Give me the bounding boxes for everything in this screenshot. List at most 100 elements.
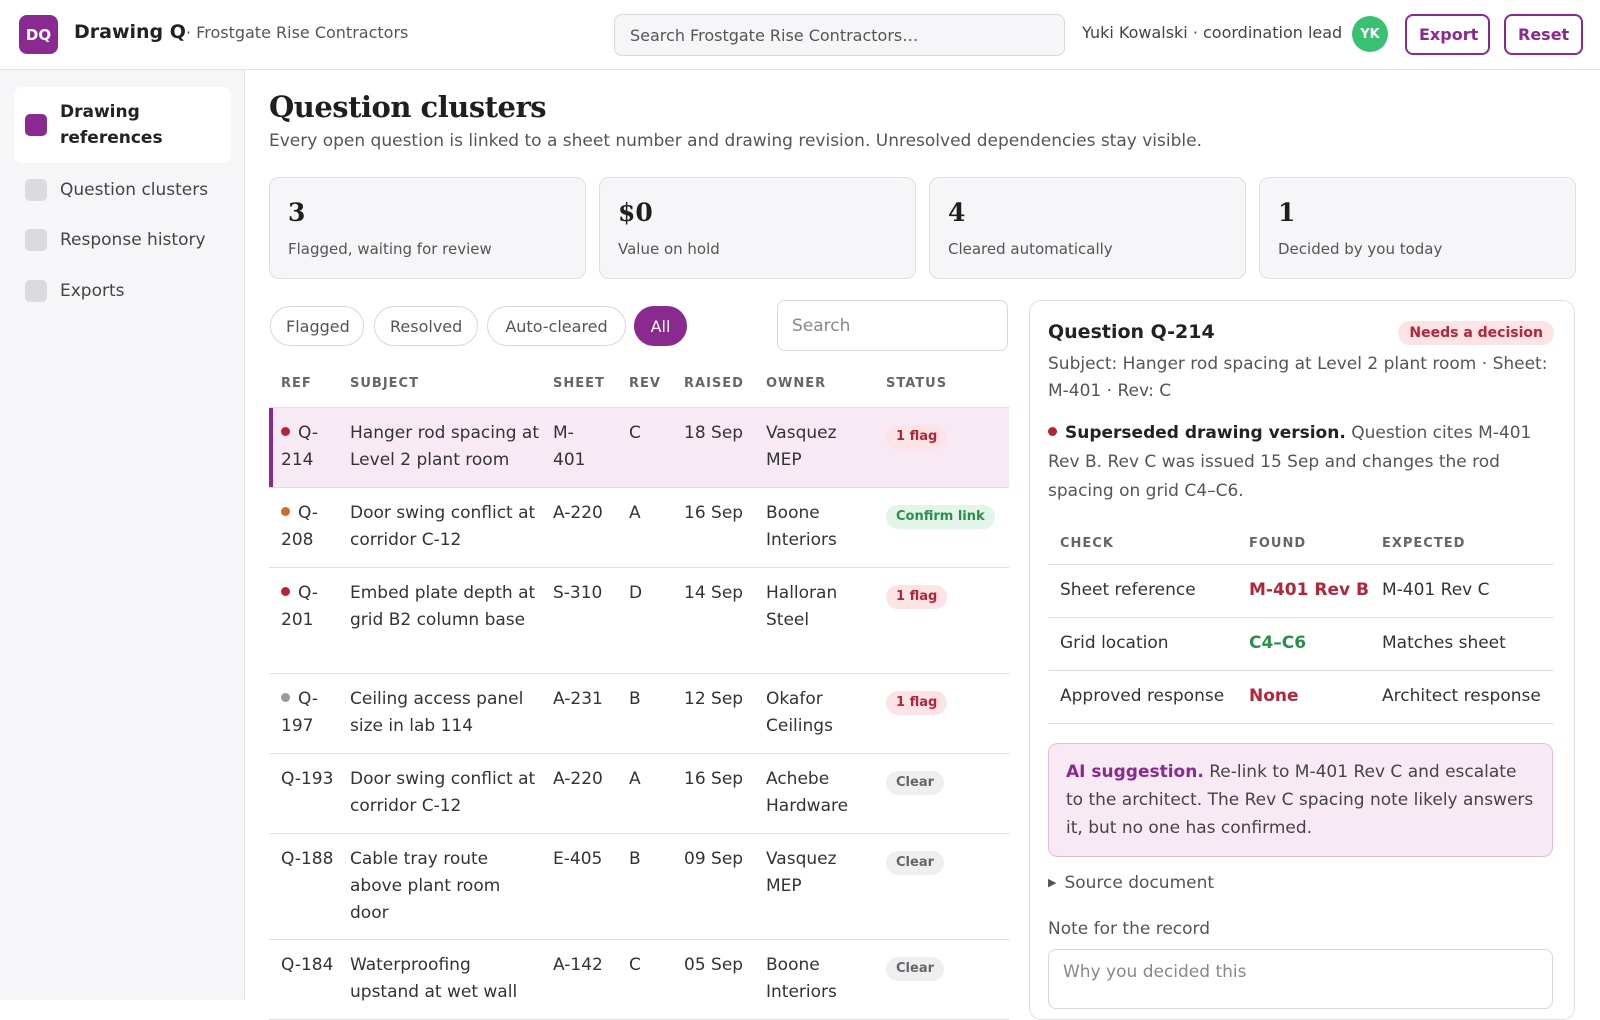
check-table-header: CHECK FOUND EXPECTED [1048, 527, 1553, 565]
cell-status: Clear [886, 768, 944, 795]
check-expected: Architect response [1382, 686, 1541, 706]
reset-button[interactable]: Reset [1504, 14, 1583, 55]
filter-chip-flagged[interactable]: Flagged [270, 306, 364, 346]
table-row[interactable]: Q-208 Door swing conflict at corridor C-1… [269, 488, 1009, 568]
filter-chip-auto-cleared[interactable]: Auto-cleared [487, 306, 626, 346]
status-dot-icon [281, 587, 290, 596]
list-search-input[interactable] [777, 300, 1008, 351]
cell-owner: Boone Interiors [766, 955, 837, 1002]
cell-ref: Q-184 [281, 955, 334, 975]
cell-sheet: M-401 [553, 423, 586, 470]
sidebar-item-exports[interactable]: Exports [14, 275, 231, 307]
check-table-body: Sheet reference M-401 Rev B M-401 Rev C Gri… [1048, 565, 1553, 724]
status-badge: 1 flag [886, 425, 948, 449]
cell-sheet: E-405 [553, 849, 603, 869]
page-title: Question clusters [269, 90, 547, 124]
cell-sheet: A-142 [553, 955, 603, 975]
cell-raised: 12 Sep [684, 689, 744, 709]
cell-sheet: A-220 [553, 769, 603, 789]
cell-sheet: A-231 [553, 689, 603, 709]
cell-owner: Halloran Steel [766, 583, 838, 630]
column-header-sheet: SHEET [553, 376, 605, 391]
sidebar-item-question-clusters[interactable]: Question clusters [14, 174, 231, 206]
stat-value: 3 [288, 198, 306, 227]
column-header-found: FOUND [1249, 536, 1307, 551]
table-row[interactable]: Q-193 Door swing conflict at corridor C-1… [269, 754, 1009, 834]
cell-status: 1 flag [886, 582, 948, 609]
cell-raised: 18 Sep [684, 423, 744, 443]
stat-label: Cleared automatically [948, 240, 1113, 258]
cell-raised: 16 Sep [684, 769, 744, 789]
check-found: M-401 Rev B [1249, 580, 1369, 600]
cell-ref: Q-214 [281, 423, 318, 470]
cell-ref: Q-188 [281, 849, 334, 869]
stat-card-value-on-hold: $0 Value on hold [599, 177, 916, 279]
sidebar: Drawing references Question clusters Res… [0, 70, 245, 1000]
caret-right-icon: ▶ [1048, 876, 1057, 889]
check-name: Sheet reference [1060, 580, 1196, 600]
issue-body: Question cites M-401 Rev B. Rev C was is… [1048, 423, 1532, 501]
cell-owner: Achebe Hardware [766, 769, 849, 816]
cell-subject: Door swing conflict at corridor C-12 [350, 503, 536, 550]
cell-subject: Embed plate depth at grid B2 column base [350, 583, 536, 630]
app-logo: DQ [19, 15, 58, 54]
column-header-owner: OWNER [766, 376, 827, 391]
table-row[interactable]: Q-214 Hanger rod spacing at Level 2 plant… [269, 408, 1009, 488]
cell-rev: D [629, 583, 643, 603]
detail-subtitle: Subject: Hanger rod spacing at Level 2 p… [1048, 354, 1548, 401]
cell-subject: Cable tray route above plant room door [350, 849, 501, 923]
check-row: Sheet reference M-401 Rev B M-401 Rev C [1048, 565, 1553, 618]
cell-raised: 16 Sep [684, 503, 744, 523]
avatar[interactable]: YK [1352, 16, 1388, 52]
sidebar-item-label: Question clusters [60, 180, 209, 200]
table-row[interactable]: Q-197 Ceiling access panel size in lab 11… [269, 674, 1009, 754]
sidebar-item-response-history[interactable]: Response history [14, 224, 231, 256]
square-icon [25, 280, 47, 302]
cell-owner: Vasquez MEP [766, 423, 837, 470]
table-row[interactable]: Q-201 Embed plate depth at grid B2 column… [269, 568, 1009, 674]
cell-ref: Q-208 [281, 503, 318, 550]
square-icon [25, 179, 47, 201]
ai-suggestion-title: AI suggestion. [1066, 762, 1204, 782]
note-label: Note for the record [1048, 919, 1211, 939]
cell-owner: Vasquez MEP [766, 849, 837, 896]
status-badge: Confirm link [886, 505, 995, 529]
global-search-input[interactable] [614, 14, 1065, 56]
issue-title: Superseded drawing version. [1065, 423, 1346, 443]
note-textarea[interactable] [1048, 949, 1553, 1009]
table-row[interactable]: Q-188 Cable tray route above plant room d… [269, 834, 1009, 940]
check-row: Grid location C4–C6 Matches sheet [1048, 618, 1553, 671]
cell-rev: B [629, 849, 641, 869]
source-document-label: Source document [1064, 873, 1215, 893]
filter-chip-resolved[interactable]: Resolved [374, 306, 478, 346]
export-button[interactable]: Export [1405, 14, 1490, 55]
app-name: Drawing Q [74, 21, 186, 43]
table-body: Q-214 Hanger rod spacing at Level 2 plant… [269, 408, 1009, 1020]
ai-suggestion: AI suggestion. Re-link to M-401 Rev C an… [1048, 743, 1553, 857]
status-badge: Clear [886, 771, 944, 795]
status-badge: 1 flag [886, 691, 948, 715]
check-table: CHECK FOUND EXPECTED Sheet reference M-40… [1048, 527, 1553, 724]
cell-subject: Hanger rod spacing at Level 2 plant room [350, 423, 540, 470]
check-name: Grid location [1060, 633, 1169, 653]
filter-chip-all[interactable]: All [634, 306, 687, 346]
stat-value: 1 [1278, 198, 1296, 227]
cell-ref: Q-193 [281, 769, 334, 789]
check-expected: Matches sheet [1382, 633, 1506, 653]
column-header-subject: SUBJECT [350, 376, 419, 391]
sidebar-item-drawing-references[interactable]: Drawing references [14, 87, 231, 163]
organization-name: · Frostgate Rise Contractors [186, 23, 409, 42]
stat-label: Decided by you today [1278, 240, 1443, 258]
status-dot-icon [281, 693, 290, 702]
check-found: None [1249, 686, 1299, 706]
cell-subject: Waterproofing upstand at wet wall [350, 955, 518, 1002]
sidebar-item-label: Exports [60, 281, 125, 301]
cell-rev: B [629, 689, 641, 709]
sidebar-item-label: Drawing references [60, 102, 163, 148]
stat-card-flagged: 3 Flagged, waiting for review [269, 177, 586, 279]
stat-label: Value on hold [618, 240, 720, 258]
source-document-toggle[interactable]: ▶ Source document [1048, 873, 1214, 893]
stat-value: 4 [948, 198, 966, 227]
table-row[interactable]: Q-184 Waterproofing upstand at wet wall A-… [269, 940, 1009, 1020]
user-label: Yuki Kowalski · coordination lead [1082, 23, 1343, 42]
